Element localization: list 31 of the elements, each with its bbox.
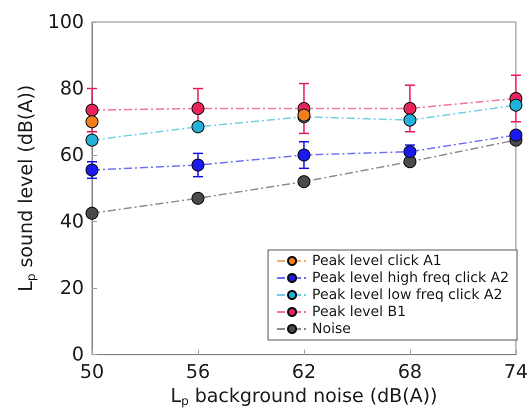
point [297, 148, 310, 162]
point [86, 164, 98, 177]
x-tick-label: 68 [398, 361, 422, 384]
legend-label: Peak level high freq click A2 [312, 270, 510, 286]
point [403, 102, 416, 115]
point [509, 128, 522, 142]
point [191, 158, 204, 172]
point [86, 115, 98, 128]
x-tick-label: 50 [80, 361, 104, 384]
x-tick-label: 62 [292, 361, 316, 384]
point [86, 206, 98, 220]
point [86, 104, 98, 117]
x-tick-label: 74 [504, 361, 528, 384]
point [509, 98, 522, 112]
legend-label: Peak level low freq click A2 [312, 287, 502, 303]
point [297, 175, 310, 188]
y-tick-label: 20 [60, 277, 84, 300]
point [191, 120, 204, 134]
legend-label: Peak level click A1 [312, 253, 442, 269]
point [403, 114, 416, 127]
legend-label: Noise [312, 321, 351, 337]
point [191, 192, 204, 205]
legend-label: Peak level B1 [312, 304, 406, 320]
y-tick-label: 60 [60, 144, 84, 166]
point [191, 102, 204, 115]
y-axis-title: Lp sound level (dB(A)) [14, 84, 38, 292]
y-tick-label: 40 [60, 210, 84, 233]
y-tick-label: 100 [48, 11, 84, 33]
y-tick-label: 80 [60, 78, 84, 100]
point [86, 134, 98, 147]
x-tick-label: 56 [186, 361, 210, 384]
